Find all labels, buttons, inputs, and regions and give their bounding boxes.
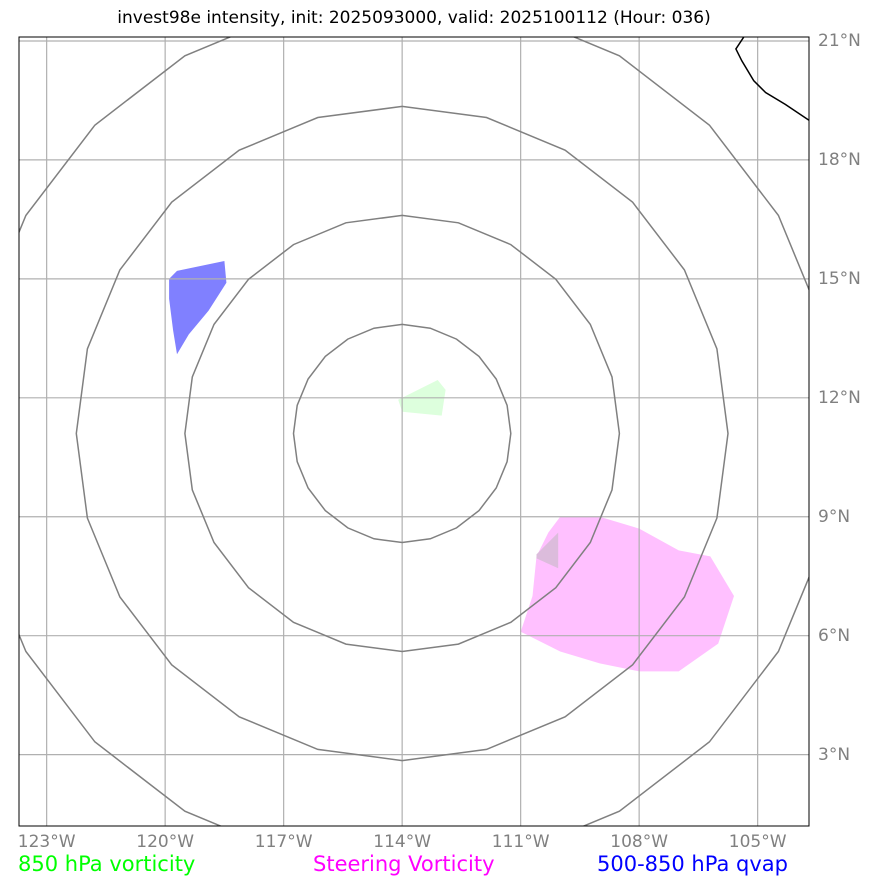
lat-tick-label: 12°N — [818, 387, 861, 408]
legend-850-vorticity: 850 hPa vorticity — [18, 852, 196, 876]
lon-tick-label: 123°W — [17, 832, 76, 852]
lon-tick-label: 111°W — [491, 832, 550, 852]
coastline-mexico — [735, 37, 809, 121]
range-ring-2 — [184, 214, 621, 653]
lon-tick-label: 120°W — [136, 832, 195, 852]
legend-steering-vorticity: Steering Vorticity — [313, 852, 495, 876]
lat-tick-label: 6°N — [818, 625, 851, 646]
steering-vorticity-blob-southeast — [520, 516, 734, 672]
lon-tick-label: 114°W — [373, 832, 432, 852]
plot-area — [19, 37, 809, 826]
lon-tick-label: 117°W — [254, 832, 313, 852]
lon-tick-label: 108°W — [610, 832, 669, 852]
overlap-blob-southeast — [536, 532, 559, 569]
lat-tick-label: 21°N — [818, 30, 861, 51]
lat-tick-label: 18°N — [818, 149, 861, 170]
range-ring-3 — [75, 105, 729, 762]
range-ring-4 — [19, 37, 809, 826]
lat-tick-label: 15°N — [818, 268, 861, 289]
qvap-blob-west — [169, 261, 227, 355]
chart-title: invest98e intensity, init: 2025093000, v… — [117, 8, 711, 28]
lat-tick-label: 3°N — [818, 744, 851, 765]
map-frame — [18, 36, 810, 827]
legend-qvap: 500-850 hPa qvap — [597, 852, 788, 876]
range-ring-1 — [292, 323, 512, 544]
lat-tick-label: 9°N — [818, 506, 851, 527]
lon-tick-label: 105°W — [728, 832, 787, 852]
